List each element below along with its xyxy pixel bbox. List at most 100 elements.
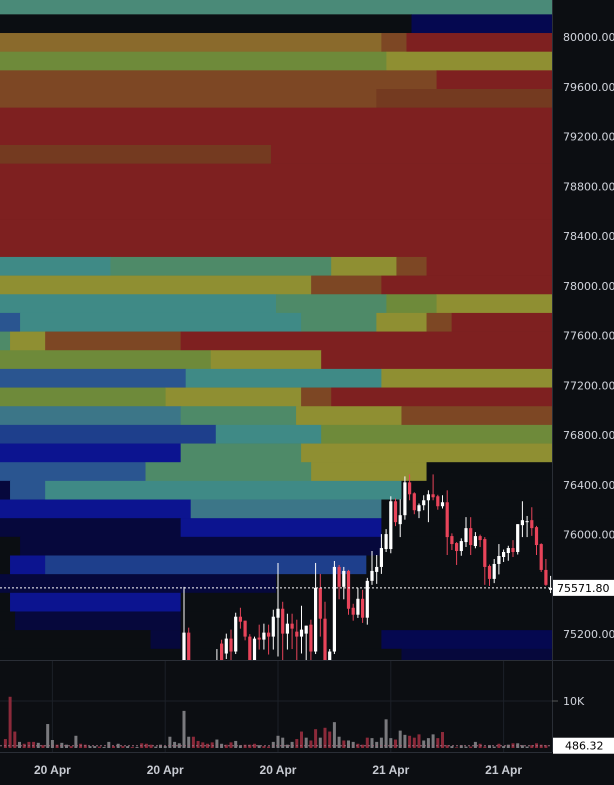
candle-body <box>530 520 534 529</box>
candle <box>455 542 459 565</box>
candle-body <box>520 520 524 526</box>
heatmap-cell <box>45 331 182 351</box>
heatmap-cell <box>180 331 552 351</box>
volume-bar <box>206 743 209 748</box>
candle <box>511 540 515 557</box>
volume-bar <box>332 722 336 748</box>
volume-bar <box>365 737 369 748</box>
volume-bar <box>238 745 242 748</box>
candle <box>426 490 430 523</box>
volume-bar <box>27 741 31 748</box>
price-axis[interactable]: 80000.00 79600.00 79200.00 78800.00 78400.00… <box>552 31 614 708</box>
heatmap-cell <box>45 480 402 500</box>
candle <box>299 605 304 654</box>
candle <box>403 476 407 520</box>
price-tick-label: 78000.00 <box>563 280 614 293</box>
volume-bar <box>455 747 459 748</box>
volume-bar <box>285 744 289 748</box>
volume-bar <box>530 745 534 748</box>
candle <box>436 494 440 510</box>
volume-bar <box>253 743 256 748</box>
heatmap-cell <box>276 294 387 314</box>
heatmap-cell <box>381 275 552 295</box>
candle-body <box>234 616 238 652</box>
volume-bar <box>168 736 172 748</box>
candlestick-series <box>182 474 552 676</box>
candle <box>197 661 200 676</box>
heatmap-cell <box>276 574 552 594</box>
candle-body <box>393 501 398 523</box>
heatmap-cell <box>436 70 552 90</box>
volume-bar <box>187 736 191 748</box>
heatmap-cell <box>0 555 11 575</box>
candle <box>487 564 492 586</box>
candle <box>365 577 369 625</box>
volume-bar <box>154 746 158 748</box>
price-tick-label: 76400.00 <box>563 479 614 492</box>
candle <box>445 490 449 556</box>
heatmap-cell <box>0 294 277 314</box>
volume-bar <box>539 744 543 748</box>
candle <box>234 612 238 655</box>
candle-body <box>361 598 365 618</box>
volume-bar <box>65 744 68 748</box>
candle-body <box>332 566 336 652</box>
candle <box>534 525 539 556</box>
price-tick-label: 77600.00 <box>563 330 614 343</box>
volume-bar <box>323 727 327 748</box>
volume-bar <box>492 746 496 748</box>
candle-body <box>426 494 430 501</box>
price-tick-label: 76000.00 <box>563 529 614 542</box>
candle-body <box>215 661 218 671</box>
time-axis[interactable]: 20 Apr 20 Apr 20 Apr 21 Apr 21 Apr <box>34 763 522 777</box>
candle <box>412 492 416 515</box>
volume-bar <box>144 743 148 748</box>
heatmap-cell <box>0 574 277 594</box>
heatmap-cell <box>10 331 46 351</box>
heatmap-cell <box>165 387 302 407</box>
candle-body <box>412 493 416 511</box>
candle <box>211 661 214 676</box>
volume-bar <box>248 744 252 748</box>
candle <box>314 562 318 655</box>
price-tick-label: 79200.00 <box>563 131 614 144</box>
volume-bar <box>544 745 548 748</box>
candle <box>464 517 468 548</box>
heatmap-cell <box>406 33 552 52</box>
volume-bar <box>32 741 36 748</box>
candle <box>248 634 252 660</box>
candle <box>525 515 529 538</box>
candle-body <box>497 555 501 564</box>
volume-bar <box>201 742 205 748</box>
heatmap-cell <box>0 256 111 276</box>
heatmap-cell <box>396 256 428 276</box>
heatmap-cell <box>0 88 377 108</box>
heatmap-cell <box>0 70 438 90</box>
candle <box>450 533 454 551</box>
heatmap-cell <box>0 331 11 351</box>
candle-body <box>436 496 440 507</box>
heatmap-cell <box>0 0 552 15</box>
heatmap-cell <box>386 51 552 71</box>
price-tick-label: 79600.00 <box>563 81 614 94</box>
heatmap-cell <box>301 443 552 463</box>
volume-bar <box>97 746 101 748</box>
candle-body <box>299 629 304 637</box>
candle-body <box>276 608 280 618</box>
candle-body <box>252 638 257 660</box>
candle <box>238 607 242 629</box>
heatmap-cell <box>0 630 152 650</box>
candle <box>309 619 313 660</box>
heatmap-cell <box>10 592 182 612</box>
candle-body <box>267 632 271 637</box>
volume-bar <box>69 746 73 748</box>
candle <box>182 586 186 660</box>
heatmap-cell <box>0 219 552 239</box>
volume-bar <box>502 746 506 748</box>
candle-body <box>473 536 477 547</box>
price-tick-label: 75200.00 <box>563 628 614 641</box>
heatmap-cell <box>0 611 16 631</box>
candle <box>252 636 257 660</box>
